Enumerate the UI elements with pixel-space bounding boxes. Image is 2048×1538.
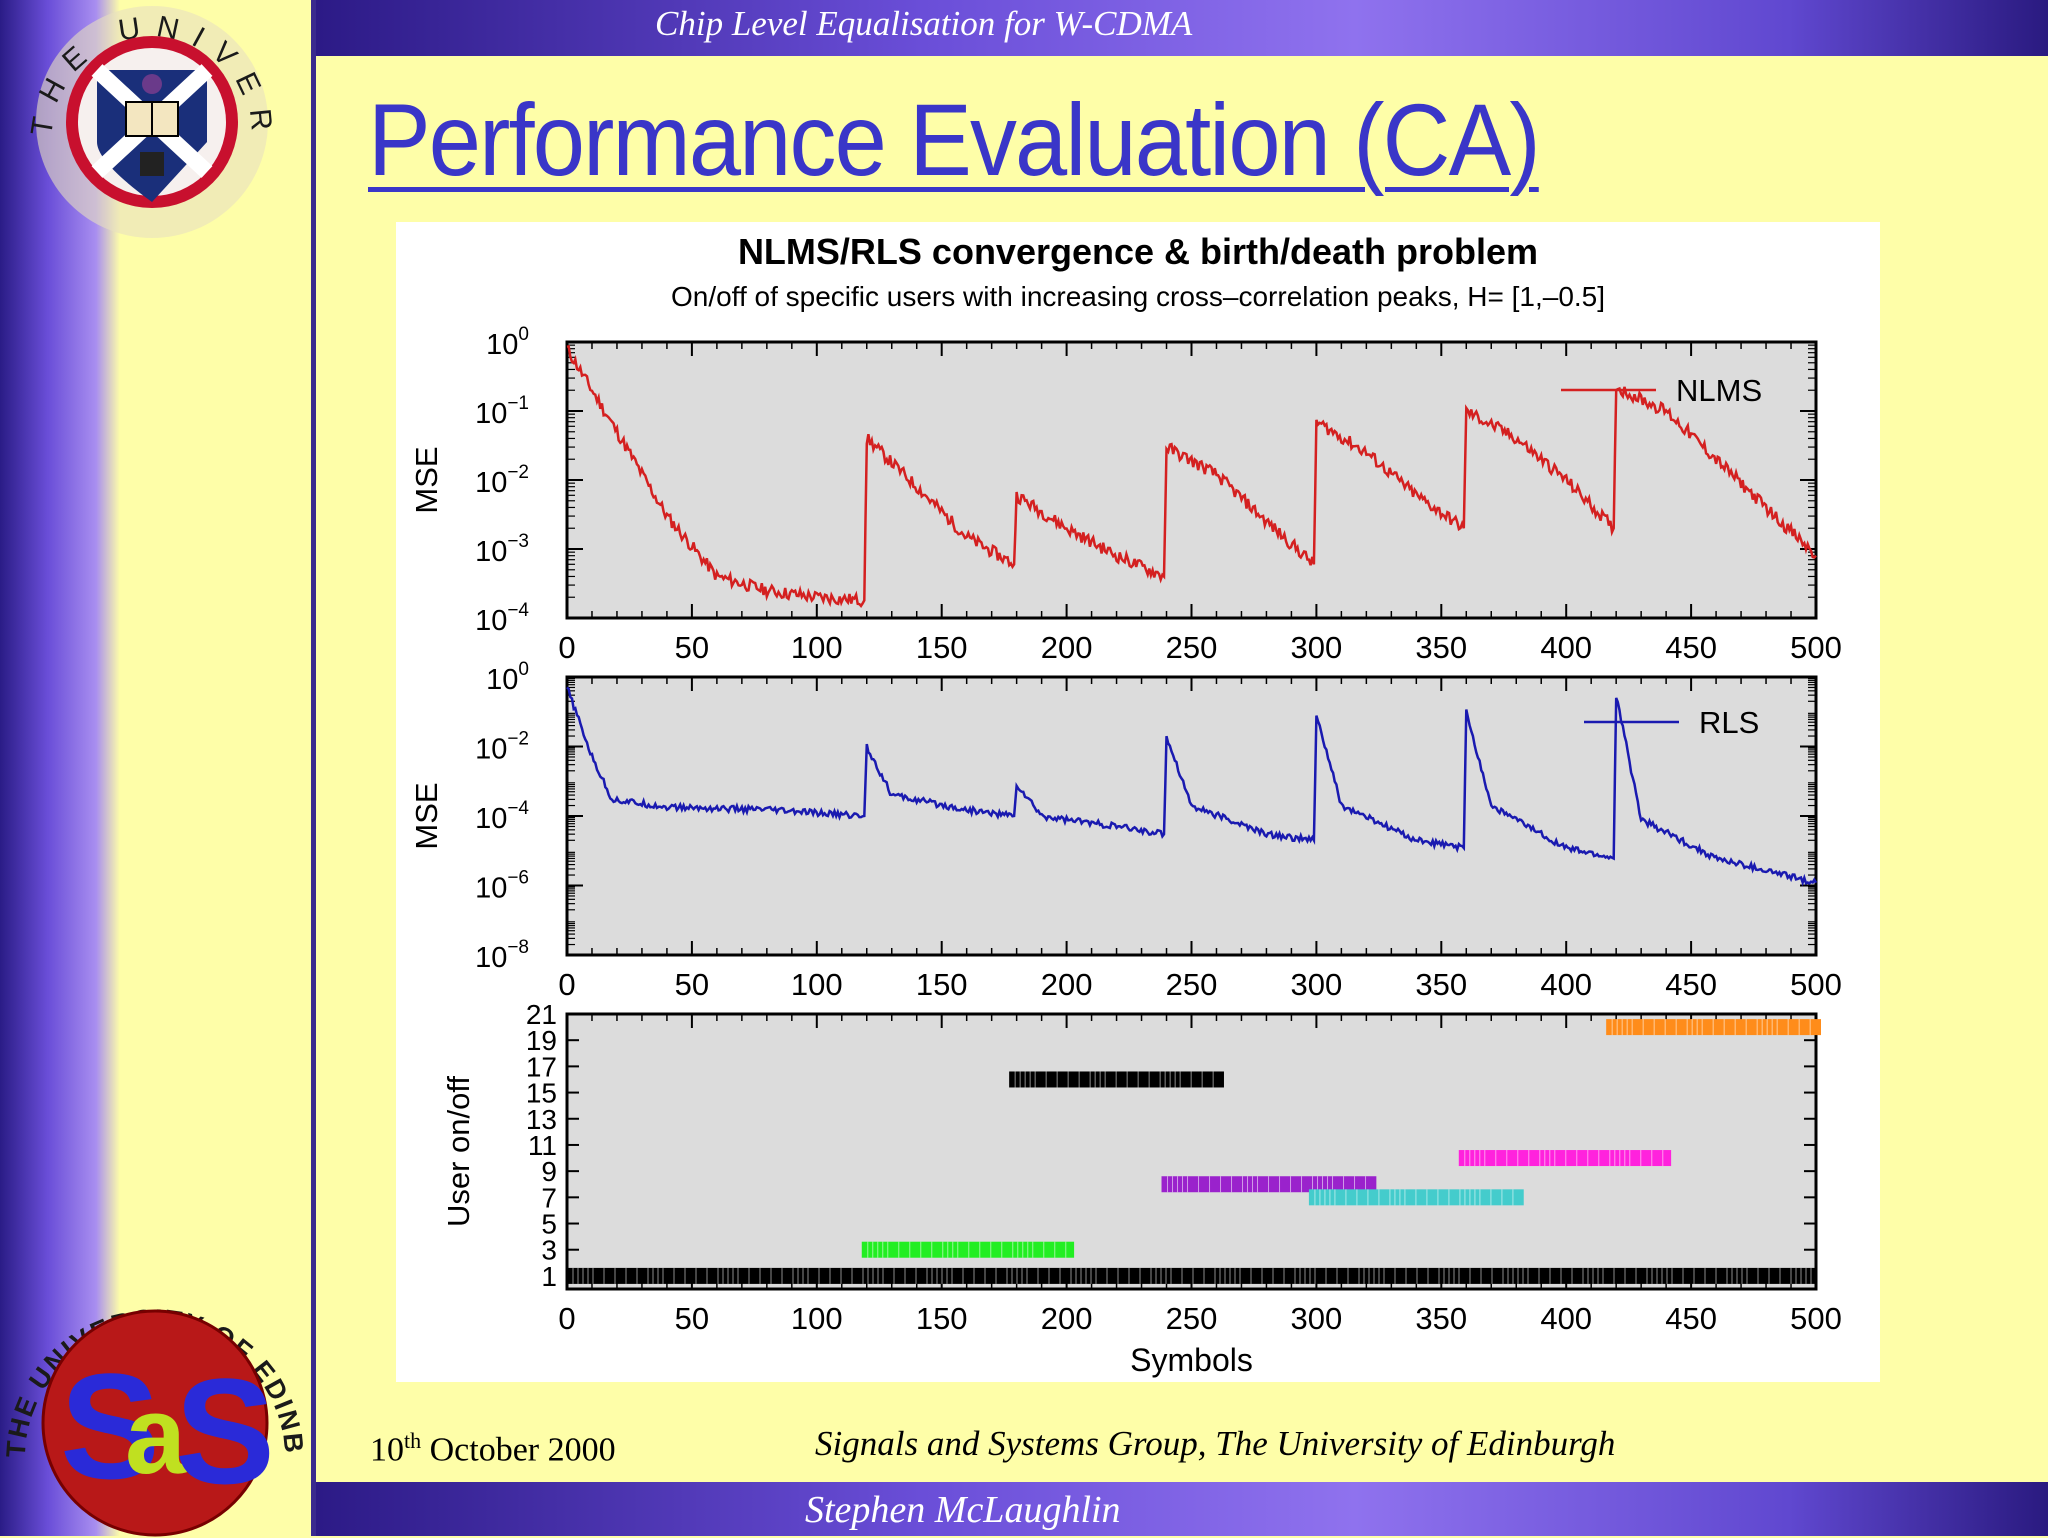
chart-subtitle: On/off of specific users with increasing… xyxy=(671,281,1605,312)
user-segment-1 xyxy=(567,1267,1816,1284)
plot-area-2 xyxy=(565,675,1818,957)
y-tick-label: 10−1 xyxy=(475,393,529,430)
y-tick-label: 15 xyxy=(526,1078,557,1109)
svg-text:S: S xyxy=(175,1347,275,1515)
x-tick-label: 50 xyxy=(675,1301,709,1336)
x-axis-label: Symbols xyxy=(1130,1342,1253,1378)
x-tick-label: 100 xyxy=(791,1301,843,1336)
x-tick-label: 300 xyxy=(1291,967,1343,1002)
x-tick-label: 300 xyxy=(1291,1301,1343,1336)
x-tick-label: 350 xyxy=(1415,967,1467,1002)
svg-text:a: a xyxy=(125,1374,187,1497)
y-tick-label: 3 xyxy=(541,1235,557,1266)
y-tick-label: 7 xyxy=(541,1182,557,1213)
legend-label: RLS xyxy=(1699,705,1759,740)
slide-title: Performance Evaluation (CA) xyxy=(368,83,1541,197)
x-tick-label: 150 xyxy=(916,1301,968,1336)
y-tick-label: 10−8 xyxy=(475,937,529,974)
y-tick-label: 1 xyxy=(541,1261,557,1292)
footer-group: Signals and Systems Group, The Universit… xyxy=(815,1424,1616,1463)
chart-title: NLMS/RLS convergence & birth/death probl… xyxy=(738,231,1538,272)
x-tick-label: 0 xyxy=(558,967,575,1002)
x-tick-label: 500 xyxy=(1790,630,1842,665)
series-line-nlms xyxy=(566,344,1817,608)
y-tick-label: 13 xyxy=(526,1104,557,1135)
x-tick-label: 400 xyxy=(1540,630,1592,665)
y-tick-label: 10−2 xyxy=(475,729,529,766)
y-axis-label: MSE xyxy=(409,782,444,849)
x-tick-label: 200 xyxy=(1041,630,1093,665)
y-axis-label: MSE xyxy=(409,446,444,513)
x-tick-label: 100 xyxy=(791,630,843,665)
university-crest-logo: THE UNIVERSITY OF EDINBURGH xyxy=(2,2,268,238)
header-title: Chip Level Equalisation for W-CDMA xyxy=(655,4,1193,43)
header-bar xyxy=(316,0,2048,56)
x-tick-label: 200 xyxy=(1041,1301,1093,1336)
y-tick-label: 10−4 xyxy=(475,798,529,835)
x-tick-label: 50 xyxy=(675,630,709,665)
y-tick-label: 11 xyxy=(528,1130,557,1161)
y-tick-label: 10−2 xyxy=(475,462,529,499)
y-tick-label: 17 xyxy=(526,1051,557,1082)
y-tick-label: 10−4 xyxy=(475,600,529,637)
x-tick-label: 350 xyxy=(1415,1301,1467,1336)
x-tick-label: 0 xyxy=(558,630,575,665)
x-tick-label: 250 xyxy=(1166,1301,1218,1336)
sas-mark: S xyxy=(60,1342,160,1510)
x-tick-label: 100 xyxy=(791,967,843,1002)
chart-panel: NLMS/RLS convergence & birth/death probl… xyxy=(396,222,1880,1382)
x-tick-label: 400 xyxy=(1540,1301,1592,1336)
left-gradient-bar xyxy=(0,0,120,1536)
y-tick-label: 21 xyxy=(526,999,557,1030)
x-tick-label: 400 xyxy=(1540,967,1592,1002)
chart-svg: NLMS/RLS convergence & birth/death probl… xyxy=(409,231,1842,1378)
footer-bar xyxy=(316,1482,2048,1536)
y-tick-label: 19 xyxy=(526,1025,557,1056)
y-tick-label: 10−6 xyxy=(475,868,529,905)
x-tick-label: 500 xyxy=(1790,967,1842,1002)
x-tick-label: 250 xyxy=(1166,630,1218,665)
y-tick-label: 9 xyxy=(541,1156,557,1187)
legend-label: NLMS xyxy=(1676,373,1762,408)
left-divider xyxy=(311,0,316,1536)
plot-area-1 xyxy=(565,340,1818,620)
y-tick-label: 100 xyxy=(486,659,529,696)
x-tick-label: 200 xyxy=(1041,967,1093,1002)
x-tick-label: 0 xyxy=(558,1301,575,1336)
series-line-rls xyxy=(566,686,1818,887)
x-tick-label: 300 xyxy=(1291,630,1343,665)
x-tick-label: 250 xyxy=(1166,967,1218,1002)
y-tick-label: 10−3 xyxy=(475,531,529,568)
sas-group-logo: THE UNIVERSITY OF EDINBURGH · SIGNALS AN… xyxy=(0,1258,307,1537)
user-segment-3 xyxy=(861,1241,1075,1258)
y-tick-label: 5 xyxy=(541,1209,557,1240)
x-tick-label: 350 xyxy=(1415,630,1467,665)
x-tick-label: 500 xyxy=(1790,1301,1842,1336)
user-segment-10 xyxy=(1458,1150,1672,1167)
x-tick-label: 450 xyxy=(1665,630,1717,665)
x-tick-label: 450 xyxy=(1665,1301,1717,1336)
y-tick-label: 100 xyxy=(486,324,529,361)
footer-date: 10th October 2000 xyxy=(370,1428,616,1469)
x-tick-label: 150 xyxy=(916,967,968,1002)
footer-author: Stephen McLaughlin xyxy=(805,1489,1121,1531)
x-tick-label: 450 xyxy=(1665,967,1717,1002)
y-axis-label: User on/off xyxy=(441,1076,476,1227)
x-tick-label: 150 xyxy=(916,630,968,665)
x-tick-label: 50 xyxy=(675,967,709,1002)
